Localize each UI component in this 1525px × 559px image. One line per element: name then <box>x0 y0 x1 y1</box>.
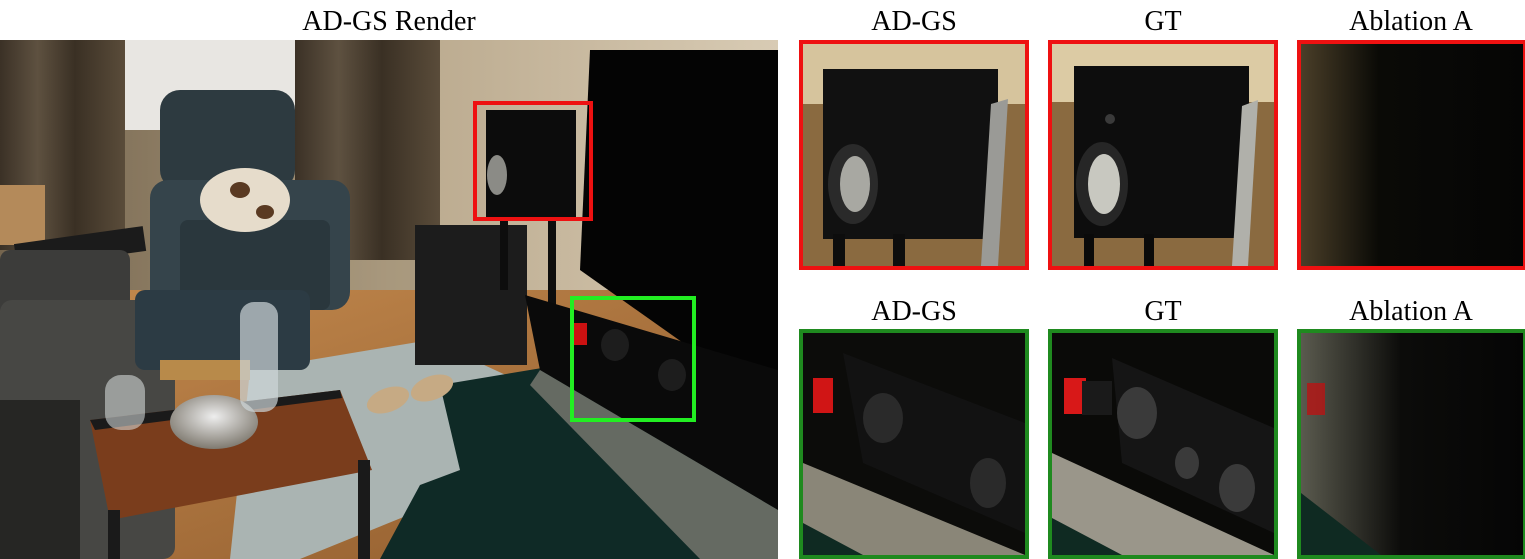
crop-top-ablation <box>1297 40 1525 270</box>
main-render-image <box>0 40 778 559</box>
crop-top-adgs <box>799 40 1029 270</box>
crop-title-top-ablation: Ablation A <box>1349 6 1473 37</box>
crop-title-bottom-gt: GT <box>1144 296 1182 327</box>
crop-bottom-ablation <box>1297 329 1525 559</box>
crop-top-gt <box>1048 40 1278 270</box>
green-highlight-box <box>570 296 696 422</box>
crop-bottom-gt <box>1048 329 1278 559</box>
crop-title-bottom-ablation: Ablation A <box>1349 296 1473 327</box>
crop-title-top-gt: GT <box>1144 6 1182 37</box>
crop-title-bottom-adgs: AD-GS <box>871 296 957 327</box>
main-render-title: AD-GS Render <box>302 6 476 37</box>
crop-title-top-adgs: AD-GS <box>871 6 957 37</box>
crop-bottom-adgs <box>799 329 1029 559</box>
red-highlight-box <box>473 101 593 221</box>
